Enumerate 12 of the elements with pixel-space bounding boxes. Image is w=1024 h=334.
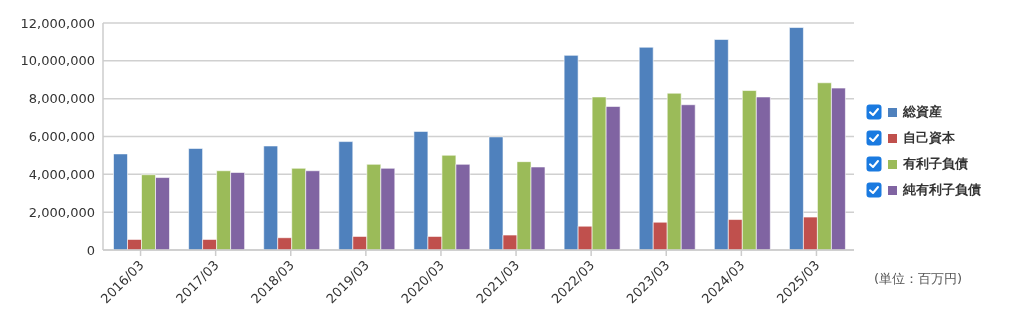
- legend-label: 純有利子負債: [903, 181, 981, 199]
- y-tick-label: 12,000,000: [20, 15, 95, 31]
- legend-label: 自己資本: [903, 129, 955, 147]
- y-tick-label: 8,000,000: [28, 91, 95, 107]
- legend-label: 有利子負債: [903, 155, 968, 173]
- y-tick-label: 2,000,000: [28, 204, 95, 220]
- text: (単位：百万円): [874, 270, 963, 288]
- y-tick-label: 4,000,000: [28, 166, 95, 182]
- y-tick-label: 10,000,000: [20, 53, 95, 69]
- y-tick-label: 6,000,000: [28, 129, 95, 145]
- legend-label: 総資産: [903, 103, 942, 121]
- y-tick-label: 0: [86, 242, 95, 258]
